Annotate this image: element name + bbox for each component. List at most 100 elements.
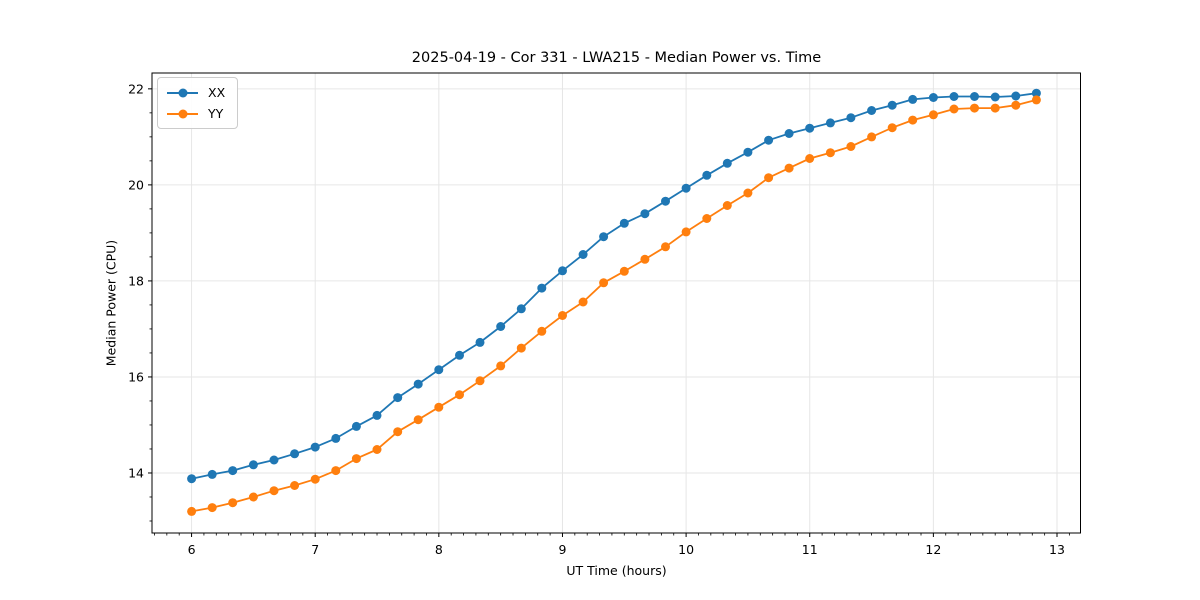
series-xx-point — [722, 158, 732, 168]
series-xx-point — [372, 410, 382, 420]
x-tick-label: 9 — [558, 542, 566, 557]
series-yy-point — [970, 103, 979, 113]
series-yy-point — [331, 466, 341, 476]
series-yy-point — [681, 227, 691, 237]
series-yy-point — [537, 326, 547, 336]
legend-label: YY — [208, 106, 224, 121]
x-axis-label: UT Time (hours) — [566, 563, 667, 578]
series-yy-point — [187, 506, 197, 516]
series-xx-point — [661, 196, 670, 206]
y-axis-label: Median Power (CPU) — [103, 239, 119, 367]
series-xx-point — [702, 170, 712, 180]
chart-title: 2025-04-19 - Cor 331 - LWA215 - Median P… — [411, 50, 822, 66]
series-yy-point — [310, 474, 320, 484]
series-xx-point — [475, 337, 485, 347]
series-xx-point — [413, 379, 423, 389]
series-xx-point — [269, 455, 279, 465]
series-xx-line — [191, 92, 1037, 480]
series-xx-point — [434, 365, 444, 375]
series-xx-point — [805, 123, 815, 133]
series-yy-point — [372, 445, 382, 454]
series-xx-point — [825, 118, 835, 128]
series-yy-point — [475, 376, 485, 386]
series-yy-point — [702, 214, 712, 223]
series-xx-point — [331, 433, 341, 443]
series-xx-point — [455, 350, 464, 360]
series-yy-point — [990, 103, 1000, 113]
series-yy-point — [640, 254, 650, 264]
series-yy-point — [722, 201, 732, 210]
series-yy-point — [846, 142, 856, 151]
series-xx-point — [496, 322, 506, 331]
series-yy-point — [578, 297, 588, 307]
x-tick-label: 7 — [311, 542, 319, 557]
series-xx-point — [558, 266, 567, 276]
series-xx-point — [290, 449, 300, 459]
legend-line-sample-icon — [167, 88, 198, 97]
x-tick-label: 13 — [1049, 542, 1065, 557]
series-yy-point — [949, 104, 959, 114]
series-xx-point — [516, 304, 526, 314]
series-xx-point — [764, 135, 774, 145]
series-xx-point — [187, 474, 197, 484]
series-yy-point — [228, 498, 238, 508]
series-xx-point — [619, 218, 629, 228]
y-tick-label: 18 — [128, 273, 144, 288]
x-tick-label: 6 — [188, 542, 196, 557]
legend-marker-icon — [178, 88, 187, 97]
x-tick-label: 11 — [802, 542, 818, 557]
series-yy-point — [434, 402, 444, 412]
series-yy-point — [248, 492, 258, 502]
series-xx-point — [928, 93, 938, 102]
series-yy-point — [619, 266, 629, 276]
series-yy-point — [351, 454, 361, 464]
series-xx-point — [846, 113, 856, 123]
axes-spines — [151, 72, 1081, 534]
legend-item-yy: YY — [158, 103, 237, 124]
series-yy-point — [290, 481, 300, 490]
series-yy-point — [928, 110, 938, 120]
series-yy-point — [908, 115, 918, 125]
series-yy-point — [867, 132, 877, 142]
series-yy-point — [1031, 95, 1041, 105]
series-yy-point — [599, 278, 609, 288]
legend: XX YY — [157, 77, 238, 129]
series-xx-point — [867, 106, 877, 115]
series-yy-point — [784, 163, 794, 173]
y-tick-label: 14 — [128, 465, 144, 480]
series-yy-point — [496, 361, 506, 371]
series-xx-point — [908, 94, 918, 104]
y-tick-label: 16 — [128, 369, 144, 384]
x-tick-label: 8 — [435, 542, 443, 557]
series-xx-point — [949, 92, 959, 101]
series-yy-point — [393, 427, 403, 437]
series-xx-point — [351, 421, 361, 431]
series-yy-point — [764, 173, 774, 183]
series-xx-point — [228, 466, 238, 476]
series-xx-point — [681, 183, 691, 193]
series-xx-point — [599, 232, 609, 242]
legend-line-sample-icon — [167, 109, 198, 118]
series-yy-point — [413, 415, 423, 425]
series-yy-point — [455, 390, 464, 400]
series-xx-point — [393, 393, 403, 403]
series-yy-point — [661, 242, 670, 252]
series-yy-point — [207, 503, 217, 513]
series-xx-point — [1011, 91, 1021, 101]
series-xx-point — [310, 442, 320, 452]
legend-marker-icon — [178, 109, 187, 118]
y-tick-label: 22 — [128, 81, 144, 96]
series-xx-point — [743, 147, 753, 157]
series-yy-point — [743, 188, 753, 198]
x-tick-label: 10 — [678, 542, 694, 557]
series-xx-point — [537, 283, 547, 293]
y-tick-label: 20 — [128, 177, 144, 192]
series-xx-point — [784, 129, 794, 138]
series-xx-point — [1031, 88, 1041, 98]
series-yy-point — [805, 154, 815, 163]
series-xx-point — [248, 460, 258, 470]
series-yy-point — [825, 148, 835, 158]
series-xx-point — [887, 100, 897, 110]
